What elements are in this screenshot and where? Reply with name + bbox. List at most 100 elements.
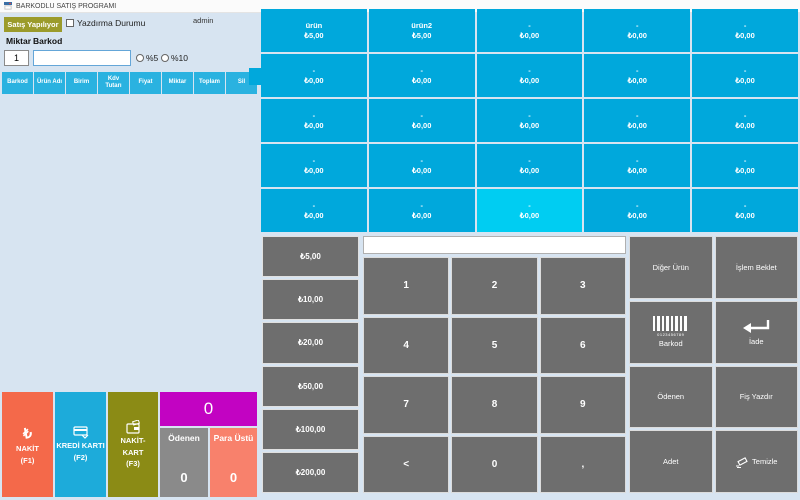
barcode-input[interactable]: [33, 50, 131, 66]
panel-splitter-handle[interactable]: [249, 68, 261, 85]
denomination-button[interactable]: ₺50,00: [262, 365, 359, 407]
product-price: ₺0,00: [412, 211, 432, 220]
product-price: ₺0,00: [412, 166, 432, 175]
refund-button[interactable]: İade: [714, 300, 798, 364]
product-button[interactable]: - ₺0,00: [692, 144, 798, 187]
product-price: ₺5,00: [304, 31, 324, 40]
product-button[interactable]: ürün2 ₺5,00: [368, 9, 475, 52]
product-button[interactable]: - ₺0,00: [584, 99, 691, 142]
numpad-key[interactable]: 7: [363, 376, 450, 434]
amount-input[interactable]: [363, 236, 626, 254]
other-product-button[interactable]: Diğer Ürün: [629, 236, 713, 299]
radio-icon[interactable]: [136, 54, 144, 62]
discount-5-radio[interactable]: %5: [136, 53, 158, 63]
numpad-key[interactable]: 2: [451, 257, 538, 315]
table-header-cell: Kdv Tutarı: [98, 72, 129, 94]
product-name: -: [743, 111, 747, 120]
checkbox-icon[interactable]: [66, 19, 74, 27]
numpad-key[interactable]: 5: [451, 316, 538, 374]
product-button[interactable]: - ₺0,00: [368, 99, 475, 142]
product-name: -: [528, 21, 531, 30]
product-button[interactable]: - ₺0,00: [692, 9, 798, 52]
cashcard-label-1: NAKİT-: [120, 435, 146, 445]
numpad-key[interactable]: 4: [363, 316, 450, 374]
window-title: BARKODLU SATIŞ PROGRAMI: [16, 2, 117, 10]
product-button[interactable]: - ₺0,00: [368, 144, 475, 187]
product-button[interactable]: - ₺0,00: [368, 54, 475, 97]
numpad-key[interactable]: 9: [539, 376, 626, 434]
hold-transaction-button[interactable]: İşlem Beklet: [714, 236, 798, 299]
table-header-cell: Barkod: [2, 72, 33, 94]
paid-button[interactable]: Ödenen: [629, 365, 713, 429]
product-button[interactable]: - ₺0,00: [261, 99, 367, 142]
numpad-key[interactable]: 6: [539, 316, 626, 374]
numpad-key[interactable]: 0: [451, 435, 538, 493]
product-button[interactable]: - ₺0,00: [584, 54, 691, 97]
product-button[interactable]: - ₺0,00: [476, 54, 583, 97]
product-price: ₺0,00: [627, 31, 647, 40]
quantity-button[interactable]: Adet: [629, 430, 713, 493]
product-button[interactable]: - ₺0,00: [261, 144, 367, 187]
product-button[interactable]: - ₺0,00: [584, 189, 691, 232]
table-header-cell: Toplam: [194, 72, 225, 94]
cash-payment-button[interactable]: ₺ NAKİT (F1): [2, 392, 53, 497]
numpad-key[interactable]: 8: [451, 376, 538, 434]
product-button[interactable]: - ₺0,00: [584, 144, 691, 187]
product-price: ₺0,00: [519, 31, 540, 40]
numpad-key[interactable]: 3: [539, 257, 626, 315]
clear-button[interactable]: Temizle: [714, 430, 798, 493]
product-name: -: [636, 156, 639, 165]
sale-status-button[interactable]: Satış Yapılıyor: [4, 17, 62, 32]
paid-value: 0: [180, 470, 188, 485]
numpad-key[interactable]: 1: [363, 257, 450, 315]
product-price: ₺0,00: [627, 76, 647, 85]
quantity-input[interactable]: [4, 50, 29, 66]
product-price: ₺0,00: [735, 121, 755, 130]
product-button[interactable]: - ₺0,00: [476, 189, 583, 232]
product-name: -: [312, 156, 316, 165]
product-button[interactable]: - ₺0,00: [692, 189, 798, 232]
product-name: -: [636, 111, 639, 120]
denomination-button[interactable]: ₺10,00: [262, 279, 359, 321]
print-receipt-button[interactable]: Fiş Yazdır: [714, 365, 798, 429]
product-button[interactable]: - ₺0,00: [261, 189, 367, 232]
denomination-button[interactable]: ₺100,00: [262, 408, 359, 450]
product-button[interactable]: - ₺0,00: [476, 144, 583, 187]
product-price: ₺0,00: [519, 121, 540, 130]
product-button[interactable]: - ₺0,00: [476, 99, 583, 142]
product-button[interactable]: - ₺0,00: [692, 99, 798, 142]
product-button[interactable]: - ₺0,00: [476, 9, 583, 52]
denomination-button[interactable]: ₺20,00: [262, 322, 359, 364]
numpad-key[interactable]: ,: [539, 435, 626, 493]
radio-icon[interactable]: [161, 54, 169, 62]
product-price: ₺0,00: [304, 211, 324, 220]
numpad-key[interactable]: <: [363, 435, 450, 493]
product-name: -: [636, 21, 639, 30]
product-button[interactable]: ürün ₺5,00: [261, 9, 367, 52]
credit-card-payment-button[interactable]: KREDİ KARTI (F2): [55, 392, 106, 497]
product-name: -: [743, 21, 747, 30]
product-button[interactable]: - ₺0,00: [368, 189, 475, 232]
cash-label: NAKİT: [16, 443, 39, 453]
product-price: ₺0,00: [627, 121, 647, 130]
print-status-checkbox[interactable]: Yazdırma Durumu: [66, 18, 145, 28]
paid-action-label: Ödenen: [657, 392, 685, 402]
denomination-button[interactable]: ₺200,00: [262, 451, 359, 494]
quantity-action-label: Adet: [663, 457, 679, 467]
product-price: ₺0,00: [304, 76, 324, 85]
product-price: ₺0,00: [519, 76, 540, 85]
barcode-scan-button[interactable]: 0123456789 Barkod: [629, 300, 713, 364]
credit-fkey: (F2): [73, 453, 88, 462]
product-button[interactable]: - ₺0,00: [692, 54, 798, 97]
barcode-label: Barkod: [33, 36, 63, 46]
product-price: ₺0,00: [412, 121, 432, 130]
product-button[interactable]: - ₺0,00: [261, 54, 367, 97]
cash-card-payment-button[interactable]: NAKİT- KART (F3): [108, 392, 158, 497]
product-button[interactable]: - ₺0,00: [584, 9, 691, 52]
product-grid: ürün ₺5,00 ürün2 ₺5,00 - ₺0,00 - ₺0,00 -…: [261, 9, 798, 232]
change-label: Para Üstü: [213, 433, 254, 443]
table-header-cell: Fiyat: [130, 72, 161, 94]
denomination-button[interactable]: ₺5,00: [262, 236, 359, 278]
app-icon: [4, 2, 12, 10]
discount-10-radio[interactable]: %10: [161, 53, 188, 63]
